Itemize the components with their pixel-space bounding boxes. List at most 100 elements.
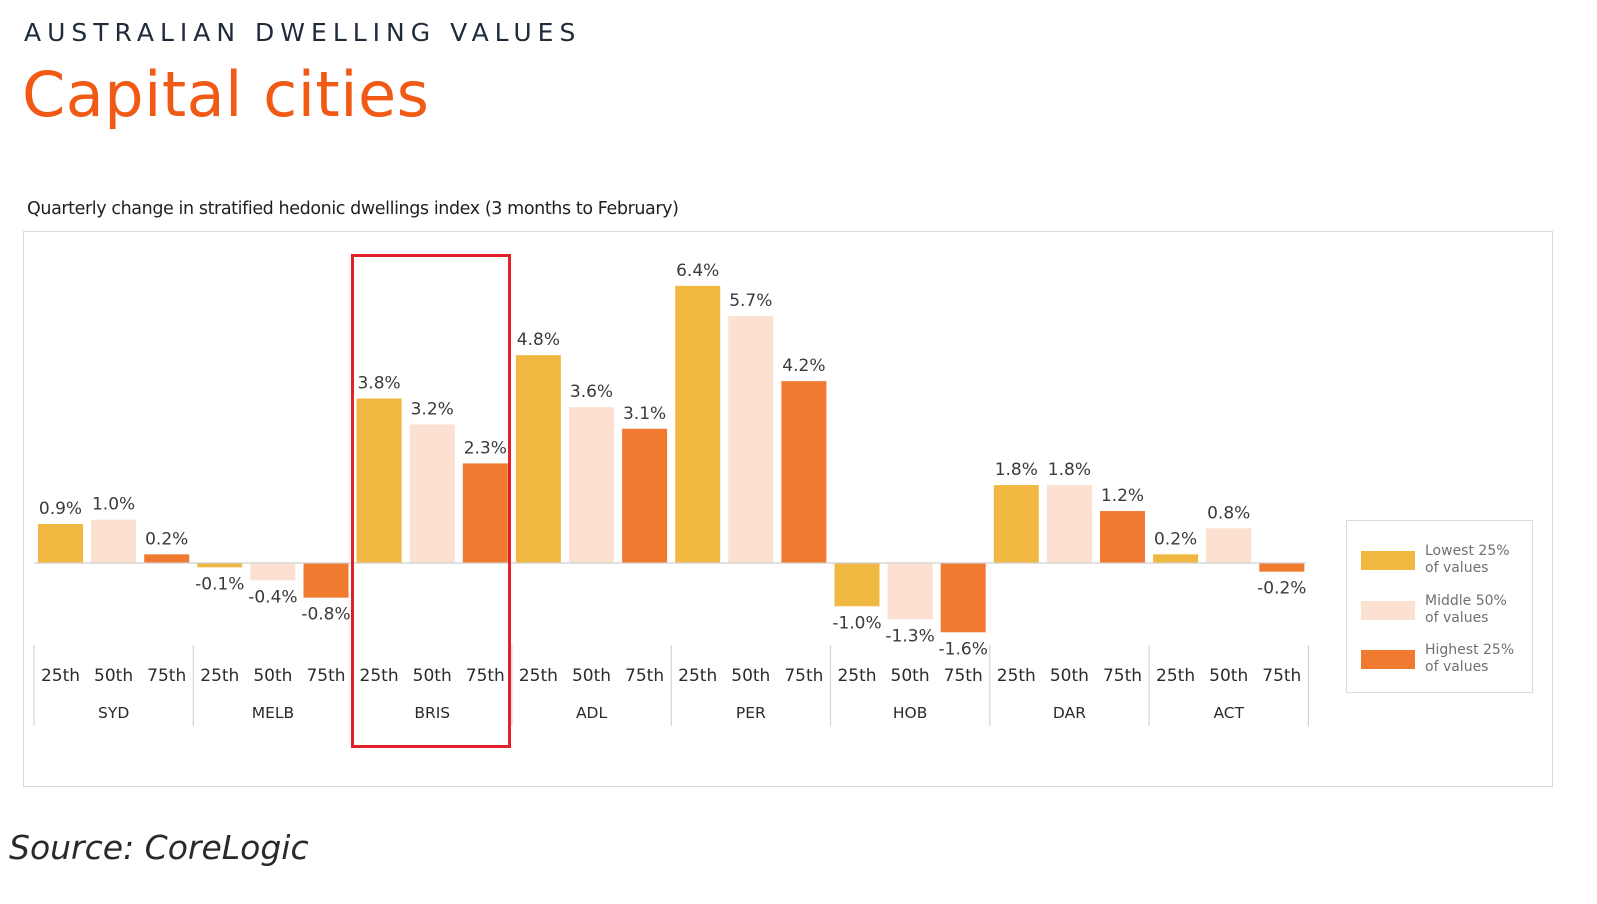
tick-label-melb-50th: 50th: [253, 666, 292, 686]
data-label-hob-25th: -1.0%: [832, 613, 881, 633]
bar-syd-50th: [91, 519, 137, 563]
bar-adl-50th: [569, 407, 614, 563]
tick-label-per-25th: 25th: [678, 666, 717, 686]
bar-syd-75th: [144, 554, 190, 563]
chart-panel: [23, 231, 1553, 787]
legend-label-highest: Highest 25% of values: [1425, 642, 1525, 676]
tick-label-hob-50th: 50th: [891, 666, 930, 686]
bar-hob-25th: [834, 563, 880, 607]
data-label-per-75th: 4.2%: [782, 356, 825, 376]
bar-melb-25th: [197, 563, 243, 568]
group-label-syd: SYD: [98, 704, 129, 722]
group-label-bris: BRIS: [414, 704, 450, 722]
chart-subtitle: Quarterly change in stratified hedonic d…: [27, 199, 679, 219]
legend-swatch-lowest: [1361, 550, 1415, 570]
bar-melb-50th: [250, 563, 296, 581]
data-label-bris-50th: 3.2%: [411, 399, 454, 419]
tick-label-dar-75th: 75th: [1103, 666, 1142, 686]
bar-dar-50th: [1046, 485, 1092, 563]
tick-label-syd-75th: 75th: [147, 666, 186, 686]
data-label-melb-75th: -0.8%: [301, 605, 350, 625]
data-label-dar-50th: 1.8%: [1048, 460, 1091, 480]
bar-hob-75th: [940, 563, 986, 633]
tick-label-syd-50th: 50th: [94, 666, 133, 686]
data-label-per-50th: 5.7%: [729, 291, 772, 311]
legend-label-lowest: Lowest 25% of values: [1425, 543, 1525, 577]
data-label-act-50th: 0.8%: [1207, 503, 1250, 523]
legend-label-highest-line1: Highest 25%: [1425, 642, 1515, 658]
bar-act-50th: [1206, 528, 1252, 563]
tick-label-adl-75th: 75th: [625, 666, 664, 686]
data-label-per-25th: 6.4%: [676, 261, 719, 281]
group-label-act: ACT: [1213, 704, 1244, 722]
bar-per-25th: [675, 285, 721, 563]
legend-item-lowest: Lowest 25% of values: [1361, 543, 1525, 577]
source-note: Source: CoreLogic: [9, 828, 309, 867]
data-label-dar-75th: 1.2%: [1101, 486, 1144, 506]
page-title: Capital cities: [22, 58, 430, 131]
data-label-act-25th: 0.2%: [1154, 529, 1197, 549]
data-label-syd-25th: 0.9%: [39, 499, 82, 519]
tick-label-act-75th: 75th: [1262, 666, 1301, 686]
highlight-box: [351, 254, 511, 748]
bar-dar-75th: [1100, 511, 1145, 563]
bar-act-75th: [1259, 563, 1305, 572]
bar-hob-50th: [887, 563, 933, 620]
data-label-adl-50th: 3.6%: [570, 382, 613, 402]
legend-label-lowest-line2: of values: [1425, 560, 1489, 576]
bar-bris-50th: [409, 424, 455, 563]
legend-label-lowest-line1: Lowest 25%: [1425, 543, 1510, 559]
tick-label-dar-25th: 25th: [997, 666, 1036, 686]
tick-label-bris-75th: 75th: [466, 666, 505, 686]
tick-label-hob-75th: 75th: [944, 666, 983, 686]
tick-label-per-75th: 75th: [784, 666, 823, 686]
data-label-hob-50th: -1.3%: [885, 626, 934, 646]
bar-adl-75th: [622, 428, 668, 563]
tick-label-adl-25th: 25th: [519, 666, 558, 686]
bar-syd-25th: [38, 524, 83, 563]
data-label-adl-25th: 4.8%: [517, 330, 560, 350]
tick-label-melb-75th: 75th: [306, 666, 345, 686]
data-label-melb-25th: -0.1%: [195, 574, 244, 594]
data-label-melb-50th: -0.4%: [248, 587, 297, 607]
data-label-syd-75th: 0.2%: [145, 529, 188, 549]
data-label-act-75th: -0.2%: [1257, 579, 1306, 599]
data-label-bris-25th: 3.8%: [357, 373, 400, 393]
data-label-bris-75th: 2.3%: [464, 438, 507, 458]
supertitle: AUSTRALIAN DWELLING VALUES: [24, 18, 582, 47]
group-label-melb: MELB: [252, 704, 294, 722]
data-label-adl-75th: 3.1%: [623, 404, 666, 424]
tick-label-syd-25th: 25th: [41, 666, 80, 686]
legend: Lowest 25% of values Middle 50% of value…: [1346, 520, 1533, 693]
tick-label-per-50th: 50th: [731, 666, 770, 686]
group-label-hob: HOB: [893, 704, 928, 722]
group-label-per: PER: [736, 704, 766, 722]
group-label-dar: DAR: [1053, 704, 1086, 722]
tick-label-act-25th: 25th: [1156, 666, 1195, 686]
bar-act-25th: [1153, 554, 1199, 563]
data-label-dar-25th: 1.8%: [995, 460, 1038, 480]
tick-label-hob-25th: 25th: [837, 666, 876, 686]
bar-per-75th: [781, 381, 827, 563]
legend-swatch-highest: [1361, 649, 1415, 669]
bar-dar-25th: [993, 485, 1039, 563]
legend-swatch-middle: [1361, 600, 1415, 620]
data-label-hob-75th: -1.6%: [939, 639, 988, 659]
legend-label-middle: Middle 50% of values: [1425, 593, 1525, 627]
tick-label-bris-25th: 25th: [360, 666, 399, 686]
bar-melb-75th: [303, 563, 349, 598]
legend-item-middle: Middle 50% of values: [1361, 593, 1525, 627]
tick-label-act-50th: 50th: [1209, 666, 1248, 686]
data-label-syd-50th: 1.0%: [92, 495, 135, 515]
group-label-adl: ADL: [576, 704, 608, 722]
bar-per-50th: [728, 316, 774, 563]
tick-label-melb-25th: 25th: [200, 666, 239, 686]
legend-label-middle-line1: Middle 50%: [1425, 593, 1507, 609]
legend-label-highest-line2: of values: [1425, 659, 1489, 675]
tick-label-bris-50th: 50th: [413, 666, 452, 686]
legend-label-middle-line2: of values: [1425, 610, 1489, 626]
tick-label-dar-50th: 50th: [1050, 666, 1089, 686]
bar-bris-25th: [356, 398, 402, 563]
tick-label-adl-50th: 50th: [572, 666, 611, 686]
